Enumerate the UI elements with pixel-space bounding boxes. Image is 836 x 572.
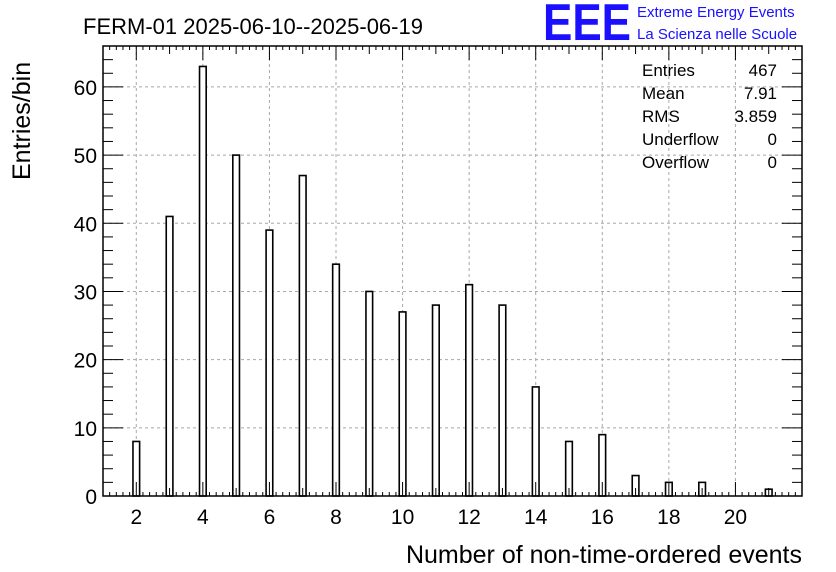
x-tick-label: 12 [457,506,480,529]
y-tick-label: 20 [74,350,97,373]
stats-label-overflow: Overflow [642,153,710,172]
histogram-bar [564,440,574,497]
eee-logo-line1: Extreme Energy Events [637,4,795,21]
y-tick-label: 40 [74,213,97,236]
x-tick-label: 10 [391,506,414,529]
x-tick-label: 4 [197,506,209,529]
y-tick-label: 0 [85,486,97,509]
histogram-bars [132,65,773,497]
y-axis-title: Entries/bin [8,62,36,180]
stats-value-rms: 3.859 [734,107,777,126]
stats-value-entries: 467 [749,61,777,80]
histogram-bar [465,283,474,497]
grid-lines [103,46,802,496]
histogram-bar [232,154,241,497]
x-tick-label: 14 [524,506,548,529]
histogram-bar [398,311,407,497]
stats-label-rms: RMS [642,107,680,126]
x-tick-label: 18 [657,506,680,529]
histogram-bar [531,386,540,497]
histogram-bar [265,229,274,497]
x-tick-label: 16 [591,506,614,529]
y-tick-label: 10 [74,418,97,441]
histogram-bar [198,65,207,497]
plot-frame [102,45,803,497]
y-tick-label: 30 [74,281,97,304]
stats-box: Entries 467 Mean 7.91 RMS 3.859 Underflo… [642,61,777,172]
stats-value-mean: 7.91 [744,84,777,103]
histogram-bar [165,215,174,497]
stats-label-mean: Mean [642,84,685,103]
stats-label-entries: Entries [642,61,695,80]
histogram-bar [298,174,307,497]
x-tick-label: 6 [264,506,276,529]
histogram-bar [365,290,374,497]
tick-labels: 2 4 6 8 10 12 14 16 18 20 0 10 20 30 40 50 60 [74,77,747,529]
y-tick-label: 50 [74,145,97,168]
histogram-bar [331,263,341,497]
eee-logo-mark: EEE [543,0,631,52]
stats-value-underflow: 0 [768,130,777,149]
x-tick-label: 20 [724,506,747,529]
axis-ticks [102,45,803,497]
eee-logo: EEE Extreme Energy Events La Scienza nel… [543,0,797,52]
x-axis-title: Number of non-time-ordered events [406,541,802,569]
chart-title: FERM-01 2025-06-10--2025-06-19 [83,14,423,39]
y-tick-label: 60 [74,77,97,100]
x-tick-label: 8 [330,506,342,529]
stats-value-overflow: 0 [768,153,777,172]
eee-logo-line2: La Scienza nelle Scuole [637,26,797,43]
x-tick-label: 2 [130,506,142,529]
histogram-bar [431,304,440,497]
histogram-bar [498,304,507,497]
stats-label-underflow: Underflow [642,130,719,149]
